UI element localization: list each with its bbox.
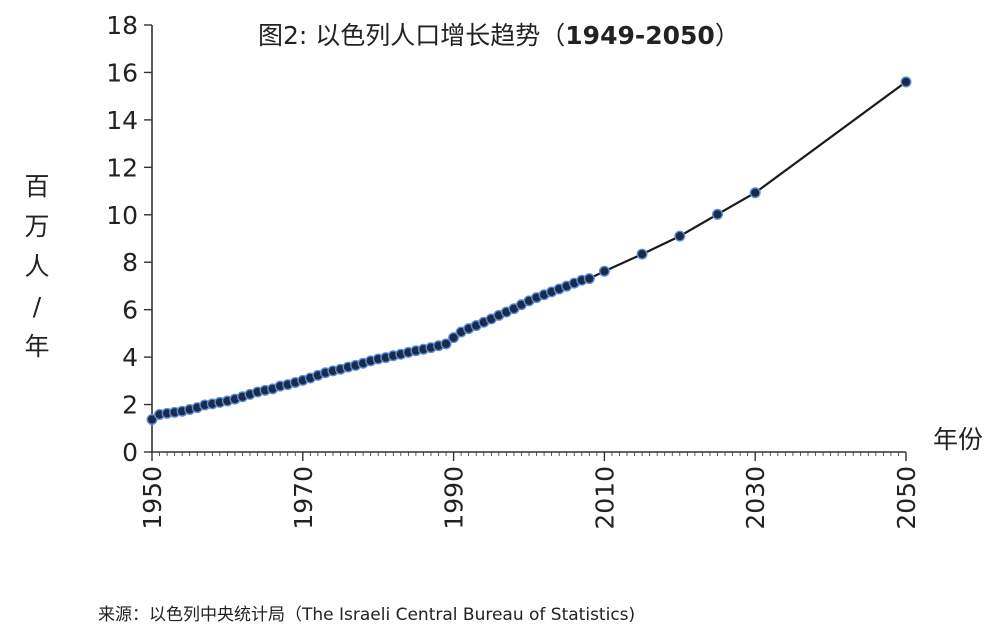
- y-tick-label: 2: [122, 391, 138, 420]
- y-axis-label-char: 人: [24, 252, 49, 281]
- x-tick-label-group: 2030: [741, 466, 770, 530]
- y-axis-label-char: 百: [24, 172, 49, 201]
- y-tick-label: 12: [106, 153, 138, 182]
- chart-title-suffix: ）: [715, 21, 740, 50]
- x-tick-label-group: 1950: [138, 466, 167, 530]
- y-axis-label-char: 万: [24, 212, 49, 241]
- y-tick-label: 18: [106, 11, 138, 40]
- y-axis-label: 百万人 / 年: [24, 172, 49, 361]
- x-tick-label: 1950: [138, 466, 167, 530]
- chart-title: 图2: 以色列人口增长趋势（1949-2050）: [258, 21, 740, 50]
- source-note: 来源：以色列中央统计局（The Israeli Central Bureau o…: [98, 605, 636, 625]
- data-point: [749, 187, 761, 199]
- series: [146, 76, 912, 426]
- data-point: [900, 76, 912, 88]
- y-axis-label-char: /: [33, 292, 42, 321]
- data-point: [583, 273, 595, 285]
- x-tick-label-group: 1970: [289, 466, 318, 530]
- x-tick-label: 1990: [440, 466, 469, 530]
- x-tick-label: 1970: [289, 466, 318, 530]
- y-tick-label: 16: [106, 58, 138, 87]
- x-tick-label: 2050: [892, 466, 921, 530]
- data-point: [636, 248, 648, 260]
- data-point: [146, 414, 158, 426]
- x-tick-label: 2030: [741, 466, 770, 530]
- x-tick-label: 2010: [590, 466, 619, 530]
- data-point: [440, 338, 452, 350]
- data-point: [674, 230, 686, 242]
- data-point: [598, 265, 610, 277]
- y-ticks: 0 2 4 6 8 10 12 14 16 18: [106, 11, 152, 467]
- series-line: [151, 81, 907, 421]
- chart-title-years: 1949-2050: [565, 21, 715, 50]
- chart-title-prefix: 图2: 以色列人口增长趋势（: [258, 21, 565, 50]
- x-tick-label-group: 2010: [590, 466, 619, 530]
- y-tick-label: 0: [122, 438, 138, 467]
- y-tick-label: 10: [106, 201, 138, 230]
- data-point: [712, 208, 724, 220]
- y-tick-label: 4: [122, 343, 138, 372]
- y-tick-label: 8: [122, 248, 138, 277]
- y-tick-label: 14: [106, 106, 138, 135]
- data-point: [448, 332, 460, 344]
- x-axis-label: 年份: [933, 425, 983, 454]
- x-tick-label-group: 1990: [440, 466, 469, 530]
- x-ticks: 1950 1970 1990 2010 2030 2050: [138, 452, 921, 530]
- y-axis-label-char: 年: [24, 332, 49, 361]
- x-tick-label-group: 2050: [892, 466, 921, 530]
- y-tick-label: 6: [122, 296, 138, 325]
